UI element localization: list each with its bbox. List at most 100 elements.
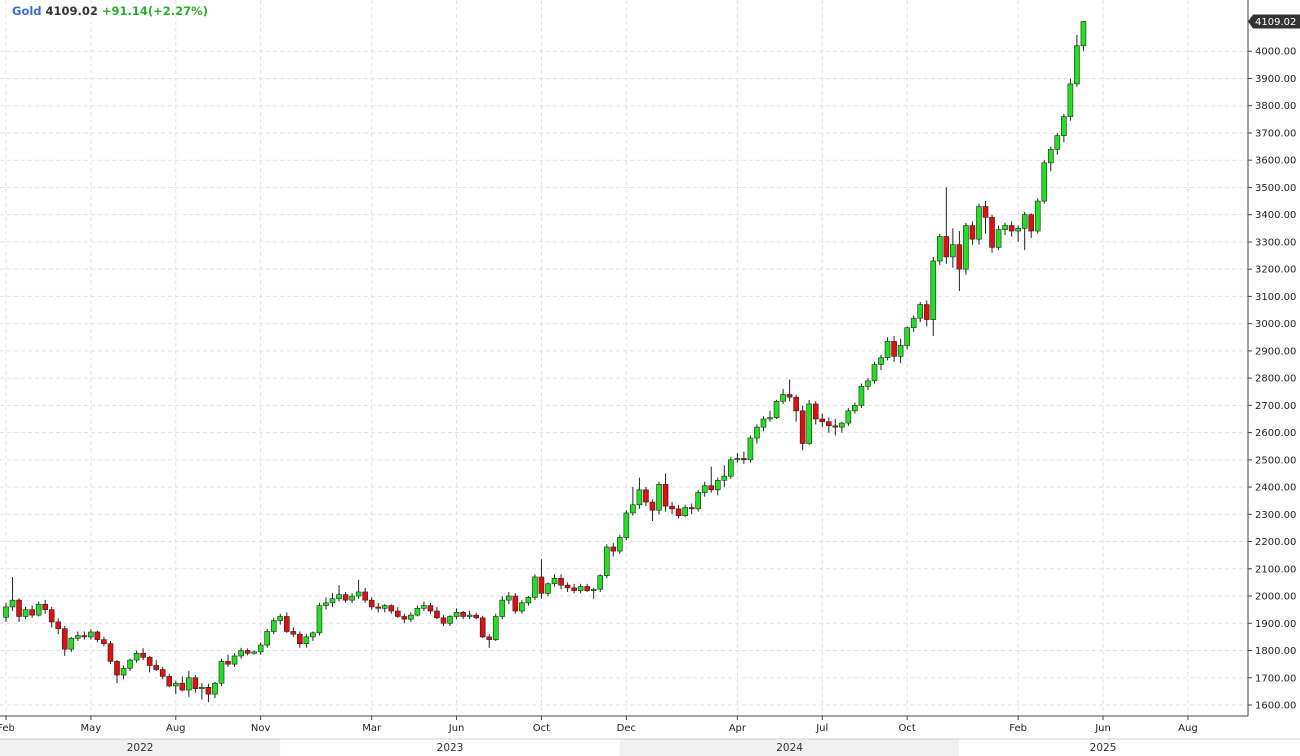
candle-body-up (9, 599, 16, 608)
candle-body-up (597, 575, 604, 590)
candle-body-up (519, 602, 525, 612)
candle (290, 627, 297, 637)
candle (786, 379, 793, 402)
candle (519, 600, 525, 614)
candle (825, 417, 832, 433)
year-label: 2025 (1090, 742, 1117, 754)
candle-body-up (773, 400, 780, 418)
y-tick-label: 3900.00 (1255, 74, 1296, 85)
candle (9, 576, 16, 612)
candle (630, 487, 636, 516)
candle (793, 394, 799, 422)
candle (231, 653, 238, 667)
candle (381, 604, 388, 613)
candle-body-up (1054, 135, 1061, 150)
candle (904, 326, 910, 350)
candle-body-down (297, 633, 303, 645)
candle-body-up (329, 598, 336, 604)
candle (316, 602, 323, 636)
candle (728, 457, 734, 479)
candle-body-down (244, 650, 251, 654)
candle-body-up (976, 206, 982, 240)
axes (0, 0, 1249, 717)
candle-body-down (564, 584, 571, 589)
year-label: 2024 (776, 742, 803, 754)
candle-body-up (852, 405, 858, 412)
candle (930, 256, 937, 336)
candle-body-down (205, 686, 212, 695)
candle-body-up (1080, 21, 1087, 47)
candle-body-down (799, 410, 806, 444)
y-tick-label: 1800.00 (1255, 646, 1296, 657)
candle (1067, 78, 1074, 121)
x-axis-ticks: Feb May Aug Nov Mar Jun Oct Dec Apr Jul Oct Feb Jun A… (0, 716, 1198, 734)
candle-body-up (532, 576, 538, 598)
candle-body-up (910, 317, 917, 329)
candle (839, 421, 845, 433)
candle-body-up (884, 341, 891, 358)
candle-body-down (101, 639, 107, 645)
candle (133, 650, 140, 663)
candle (714, 477, 721, 496)
candle-body-up (323, 602, 329, 606)
candle-body-down (708, 485, 715, 491)
candle (923, 300, 930, 327)
candle-body-up (721, 475, 728, 481)
y-axis-ticks: 1600.00 1700.00 1800.00 1900.00 2000.00 2100.… (1248, 47, 1296, 712)
candle-body-up (936, 236, 943, 262)
candle (270, 617, 277, 635)
candle-body-down (394, 610, 401, 617)
candle-body-up (545, 583, 551, 594)
candle-body-up (995, 229, 1002, 248)
candle (3, 602, 9, 622)
candle (995, 225, 1002, 251)
candle (61, 626, 68, 656)
gridlines (0, 0, 1248, 716)
candle-body-up (414, 607, 421, 616)
candle-body-up (760, 418, 767, 428)
candle-body-up (878, 357, 884, 365)
candle-body-down (793, 396, 799, 412)
candle (408, 612, 414, 622)
candle (199, 683, 205, 700)
candle (695, 489, 701, 512)
candle-body-up (950, 244, 956, 258)
candle (936, 233, 943, 266)
candle (1028, 213, 1035, 238)
candle (858, 383, 865, 409)
candle (721, 465, 728, 488)
candle-body-up (466, 614, 473, 617)
candle-body-down (401, 616, 408, 620)
candle (486, 634, 493, 648)
candle (29, 605, 35, 618)
candle (741, 451, 747, 464)
candle-body-down (819, 418, 826, 423)
candle-body-up (172, 682, 179, 687)
candle-body-up (1061, 116, 1067, 136)
candle-body-down (825, 421, 832, 427)
candle-body-down (982, 206, 989, 218)
price-change-label: +91.14(+2.27%) (101, 4, 208, 18)
y-tick-label: 3600.00 (1255, 156, 1296, 167)
candle-body-up (917, 304, 924, 319)
candle-body-up (603, 546, 610, 576)
year-band (280, 739, 620, 756)
candle-body-up (88, 631, 94, 638)
candle (982, 201, 989, 234)
last-price-tag-label: 4109.02 (1255, 17, 1296, 28)
candle (950, 228, 956, 268)
candle-body-down (786, 394, 793, 398)
candle-body-up (133, 652, 140, 661)
candle (532, 574, 538, 601)
y-tick-label: 1900.00 (1255, 619, 1296, 630)
candle (479, 615, 486, 639)
candle (701, 481, 708, 497)
candle (205, 683, 212, 703)
candle (799, 405, 806, 451)
candle (303, 634, 310, 648)
candle (1048, 146, 1054, 172)
candle (362, 587, 368, 603)
candle (68, 636, 75, 652)
candle-body-up (963, 225, 969, 270)
